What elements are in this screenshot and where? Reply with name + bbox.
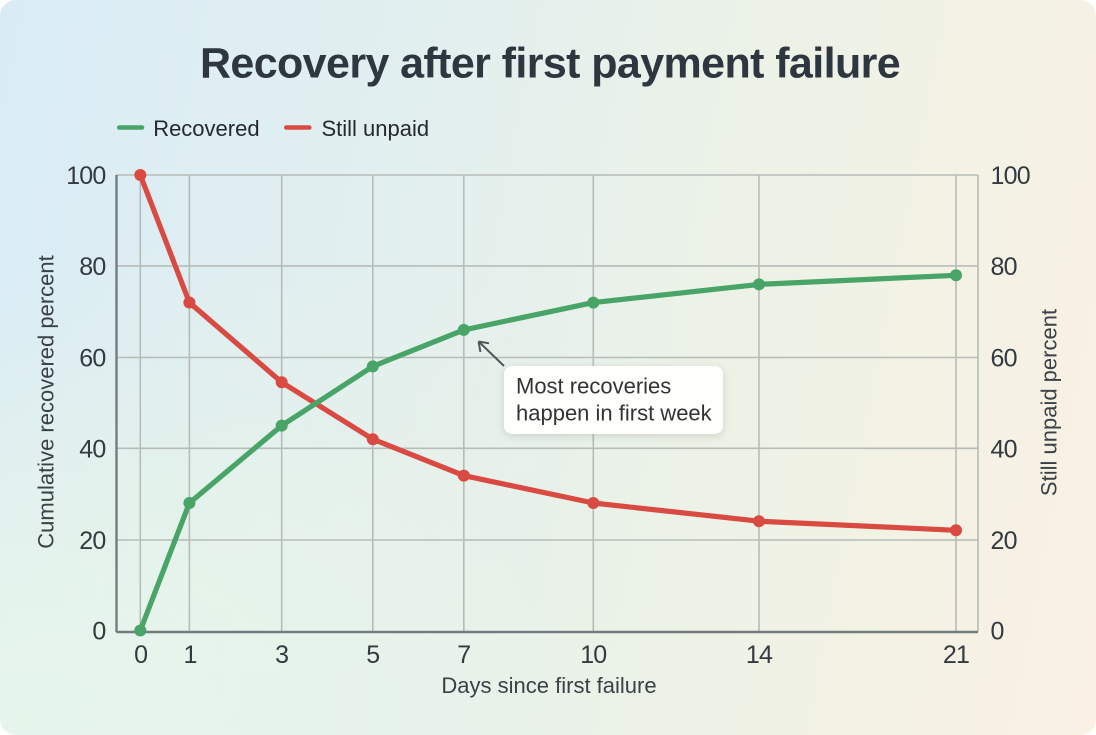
svg-text:40: 40: [79, 435, 105, 463]
svg-text:60: 60: [991, 345, 1017, 373]
svg-text:3: 3: [275, 641, 288, 669]
svg-text:21: 21: [943, 641, 969, 669]
svg-text:Recovered: Recovered: [153, 116, 259, 141]
svg-text:20: 20: [79, 527, 105, 555]
svg-text:14: 14: [746, 641, 773, 669]
svg-text:Still unpaid percent: Still unpaid percent: [1037, 309, 1062, 496]
svg-text:60: 60: [79, 345, 105, 373]
svg-text:Days since first failure: Days since first failure: [441, 673, 656, 698]
svg-text:Most recoveries: Most recoveries: [516, 374, 671, 399]
svg-text:40: 40: [991, 435, 1017, 463]
svg-text:100: 100: [991, 162, 1030, 190]
svg-text:10: 10: [580, 641, 606, 669]
svg-text:7: 7: [457, 641, 470, 669]
svg-text:0: 0: [134, 641, 147, 669]
svg-text:Recovery after first payment f: Recovery after first payment failure: [200, 40, 900, 88]
svg-text:Cumulative recovered percent: Cumulative recovered percent: [34, 255, 59, 548]
svg-text:1: 1: [183, 641, 196, 669]
svg-text:happen in first week: happen in first week: [516, 401, 713, 426]
svg-text:80: 80: [991, 253, 1017, 281]
svg-text:0: 0: [991, 618, 1004, 646]
svg-text:80: 80: [79, 253, 105, 281]
svg-text:0: 0: [92, 618, 105, 646]
svg-text:20: 20: [991, 527, 1017, 555]
svg-text:5: 5: [366, 641, 379, 669]
svg-text:Still unpaid: Still unpaid: [322, 116, 430, 141]
svg-text:100: 100: [66, 162, 105, 190]
